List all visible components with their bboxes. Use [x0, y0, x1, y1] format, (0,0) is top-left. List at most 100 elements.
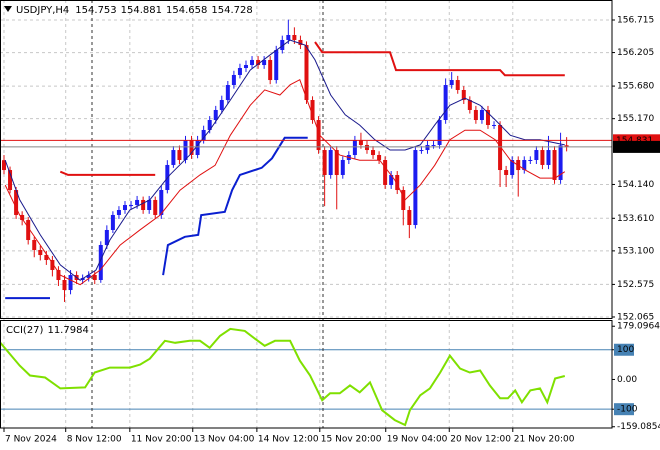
candle-body	[316, 120, 321, 151]
plot	[0, 19, 612, 427]
open-price: 154.753	[75, 5, 116, 16]
candle-body	[116, 209, 121, 215]
candle-body	[92, 275, 97, 280]
candle-body	[377, 155, 382, 160]
candle-body	[280, 39, 285, 51]
moving-average	[4, 78, 566, 286]
candle-body	[479, 109, 484, 121]
candle-body	[443, 85, 448, 121]
candle-body	[207, 120, 212, 130]
y-tick-label: 156.715	[617, 15, 654, 25]
candle-body	[122, 205, 127, 210]
candle-body	[419, 150, 424, 152]
candle-body	[322, 150, 327, 175]
y-tick-label: 154.140	[617, 180, 654, 190]
y-tick-label: 100	[617, 345, 634, 355]
candle-body	[340, 159, 345, 175]
candle-body	[564, 145, 569, 147]
candle-body	[56, 269, 61, 280]
candle-body	[413, 150, 418, 226]
candle-body	[546, 150, 551, 165]
candle-body	[334, 150, 339, 175]
candle-body	[364, 144, 369, 151]
low-price: 154.658	[166, 5, 207, 16]
candle-body	[425, 144, 430, 151]
candle-body	[171, 150, 176, 165]
candle-body	[50, 260, 55, 270]
candle-body	[298, 39, 303, 46]
candle-body	[159, 190, 164, 215]
candle-body	[110, 214, 115, 230]
y-tick-label: 152.065	[617, 312, 654, 322]
y-tick-label: 179.0964	[617, 322, 660, 332]
x-tick-label: 21 Nov 20:00	[514, 435, 575, 445]
x-tick-label: 8 Nov 12:00	[67, 435, 122, 445]
candle-body	[225, 85, 230, 101]
candle-body	[437, 120, 442, 145]
y-tick-label: 0.00	[617, 375, 637, 385]
candle-body	[455, 80, 460, 90]
step-line	[59, 41, 565, 176]
cci-line	[0, 327, 566, 427]
bid-label: 154.728	[616, 142, 653, 152]
cci-frame	[0, 320, 613, 429]
x-tick-label: 13 Nov 04:00	[194, 435, 255, 445]
candle-body	[389, 174, 394, 185]
axes: 7 Nov 2024 8 Nov 12:00 11 Nov 20:00 13 Nov …	[3, 15, 660, 445]
cci-title: CCI(27)	[6, 325, 44, 336]
menu-arrow[interactable]	[4, 6, 12, 12]
y-tick-label: -159.0854	[617, 422, 660, 432]
candle-body	[213, 109, 218, 121]
ask-label: 154.831	[616, 136, 653, 146]
candle-body	[304, 45, 309, 101]
candle-body	[485, 109, 490, 125]
step-line	[5, 136, 308, 300]
candle-body	[528, 159, 533, 161]
y-tick-label: 155.170	[617, 114, 654, 124]
candle-body	[449, 80, 454, 86]
candle-body	[129, 205, 134, 207]
y-tick-label: 152.575	[617, 280, 654, 290]
candle-body	[20, 214, 25, 221]
level-tag	[614, 403, 634, 416]
candle-body	[44, 255, 49, 261]
candle-body	[183, 139, 188, 160]
main-frame	[0, 0, 613, 319]
candle-body	[68, 275, 73, 291]
candle-body	[8, 170, 13, 191]
x-tick-label: 14 Nov 12:00	[258, 435, 319, 445]
bid-tag	[613, 140, 660, 153]
candle-body	[219, 100, 224, 110]
candle-body	[38, 249, 43, 256]
candle-body	[147, 199, 152, 210]
candle-body	[141, 199, 146, 210]
candle-body	[395, 174, 400, 191]
symbol: USDJPY,H4	[16, 5, 69, 16]
close-price: 154.728	[211, 5, 252, 16]
candle-body	[498, 124, 503, 171]
candle-body	[492, 124, 497, 126]
candle-body	[256, 59, 261, 66]
candle-body	[250, 59, 255, 66]
moving-average	[4, 39, 565, 281]
y-tick-label: 153.100	[617, 246, 654, 256]
candle-body	[510, 159, 515, 175]
candle-body	[401, 190, 406, 210]
cci-value: 11.7984	[47, 325, 88, 336]
y-tick-label: 153.610	[617, 214, 654, 224]
y-tick-label: 156.205	[617, 48, 654, 58]
candle-body	[104, 229, 109, 245]
candle-body	[26, 220, 31, 241]
y-tick-label: 155.680	[617, 82, 654, 92]
candle-body	[467, 100, 472, 110]
header: USDJPY,H4 154.753 154.881 154.658 154.728	[16, 5, 253, 16]
candle-body	[268, 59, 273, 81]
candle-body	[237, 68, 242, 75]
x-tick-label: 11 Nov 20:00	[131, 435, 192, 445]
candle-body	[201, 129, 206, 140]
level-tag	[614, 343, 634, 356]
y-tick-label: -100	[617, 405, 638, 415]
candle-body	[534, 150, 539, 160]
candle-body	[328, 150, 333, 175]
candle-body	[86, 275, 91, 279]
